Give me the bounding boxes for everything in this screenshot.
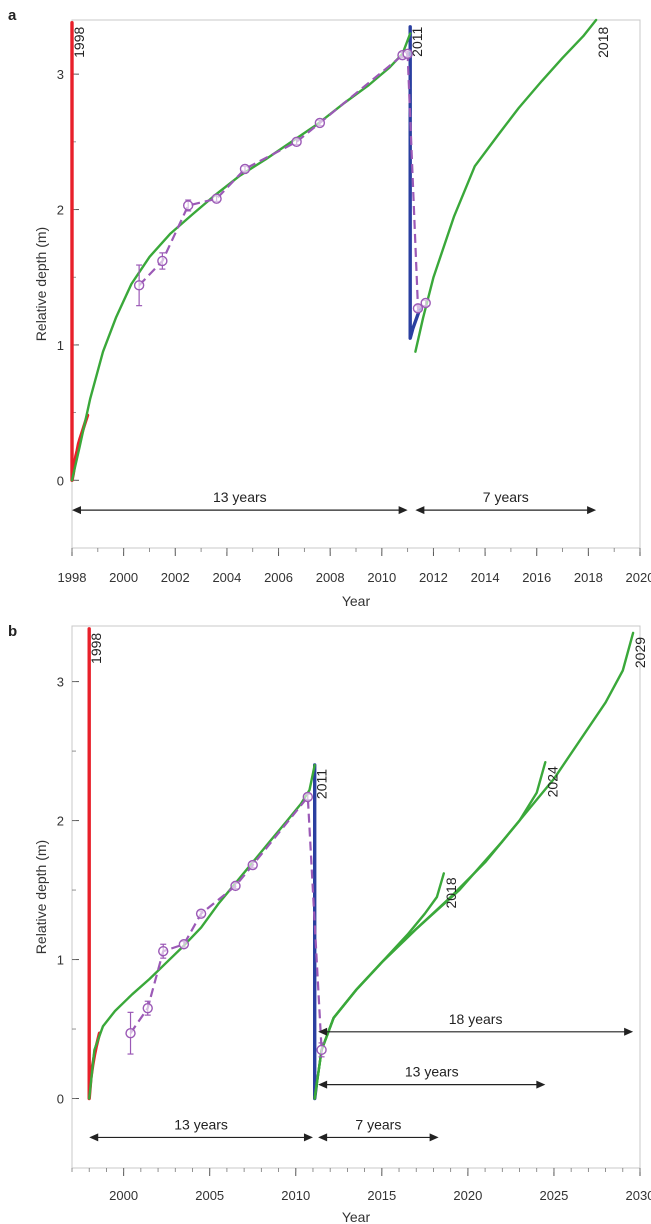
observation-point: [402, 48, 413, 60]
plot-frame: [71, 625, 641, 1169]
series-line-3: [414, 18, 598, 353]
year-label: 2011: [314, 769, 330, 799]
span-label: 7 years: [483, 489, 529, 505]
year-label: 2018: [443, 877, 459, 908]
x-tick-label: 2008: [316, 570, 345, 585]
observation-point: [412, 303, 424, 314]
x-tick-label: 2030: [626, 1188, 651, 1203]
x-tick-label: 2004: [212, 570, 241, 585]
observation-point: [230, 880, 241, 892]
year-label: 2018: [595, 27, 611, 58]
y-tick-label: 1: [57, 338, 64, 353]
observation-point: [239, 163, 251, 175]
x-tick-label: 2000: [109, 1188, 138, 1203]
year-label: 2011: [409, 26, 425, 56]
y-tick-label: 2: [57, 814, 64, 829]
observation-point: [125, 1027, 136, 1039]
year-label: 2024: [544, 766, 560, 797]
x-axis-title: Year: [342, 1209, 371, 1224]
span-label: 18 years: [449, 1011, 503, 1027]
observation-point: [178, 939, 190, 950]
observation-point: [314, 117, 326, 129]
span-arrow-head-left: [318, 1133, 328, 1142]
span-arrow-head-left: [72, 506, 81, 515]
observation-point: [211, 193, 222, 204]
y-tick-label: 3: [57, 67, 64, 82]
span-arrow-head-right: [303, 1133, 313, 1142]
y-tick-label: 0: [57, 473, 64, 488]
series-line-2: [70, 32, 412, 482]
y-tick-label: 3: [57, 675, 64, 690]
span-arrow-head-right: [398, 506, 408, 515]
x-tick-label: 2012: [419, 570, 448, 585]
x-tick-label: 2002: [161, 570, 190, 585]
span-arrow-head-right: [536, 1080, 546, 1089]
observation-point: [302, 791, 314, 803]
x-tick-label: 2016: [522, 570, 551, 585]
x-tick-label: 2018: [574, 570, 603, 585]
span-label: 7 years: [355, 1116, 401, 1132]
observation-point: [420, 297, 431, 309]
observation-point: [291, 136, 302, 148]
span-arrow-head-left: [89, 1133, 99, 1142]
x-tick-label: 2025: [539, 1188, 568, 1203]
span-arrow-head-left: [318, 1080, 328, 1089]
y-tick-label: 0: [57, 1092, 64, 1107]
y-axis-title: Relative depth (m): [33, 840, 49, 954]
x-tick-label: 2015: [367, 1188, 396, 1203]
x-tick-label: 2020: [626, 570, 651, 585]
series-line-4: [313, 761, 547, 1100]
span-arrow-head-right: [429, 1133, 439, 1142]
observation-point: [158, 946, 169, 957]
x-tick-label: 2014: [471, 570, 500, 585]
plot-frame: [71, 19, 641, 549]
observation-point: [195, 908, 207, 919]
series-line-0: [70, 21, 90, 482]
observation-point: [157, 255, 168, 267]
observation-point: [142, 1002, 153, 1014]
y-tick-label: 2: [57, 203, 64, 218]
span-label: 13 years: [405, 1064, 459, 1080]
series-line-2: [87, 763, 316, 1100]
x-tick-label: 2006: [264, 570, 293, 585]
y-tick-label: 1: [57, 953, 64, 968]
panel-letter: a: [8, 7, 17, 24]
x-tick-label: 2010: [281, 1188, 310, 1203]
year-label: 1998: [71, 27, 87, 58]
x-tick-label: 2005: [195, 1188, 224, 1203]
series-line-1: [408, 25, 423, 340]
year-label: 2029: [632, 637, 648, 668]
span-arrow-head-left: [415, 506, 425, 515]
span-arrow-head-right: [624, 1027, 634, 1036]
x-axis-title: Year: [342, 593, 371, 609]
observation-dashed-line: [129, 793, 323, 1050]
observation-point: [133, 280, 145, 291]
year-label: 1998: [88, 633, 104, 664]
x-tick-label: 2000: [109, 570, 138, 585]
x-tick-label: 2020: [453, 1188, 482, 1203]
y-axis-title: Relative depth (m): [33, 227, 49, 341]
observation-point: [247, 859, 258, 871]
series-line-5: [313, 631, 635, 1100]
span-label: 13 years: [213, 489, 267, 505]
panel-letter: b: [8, 623, 17, 640]
x-tick-label: 2010: [367, 570, 396, 585]
span-label: 13 years: [174, 1116, 228, 1132]
span-arrow-head-left: [318, 1027, 328, 1036]
series-line-0: [87, 627, 102, 1101]
observation-point: [316, 1044, 327, 1056]
x-tick-label: 1998: [58, 570, 87, 585]
observation-dashed-line: [138, 52, 427, 311]
observation-point: [182, 200, 194, 211]
span-arrow-head-right: [587, 506, 597, 515]
